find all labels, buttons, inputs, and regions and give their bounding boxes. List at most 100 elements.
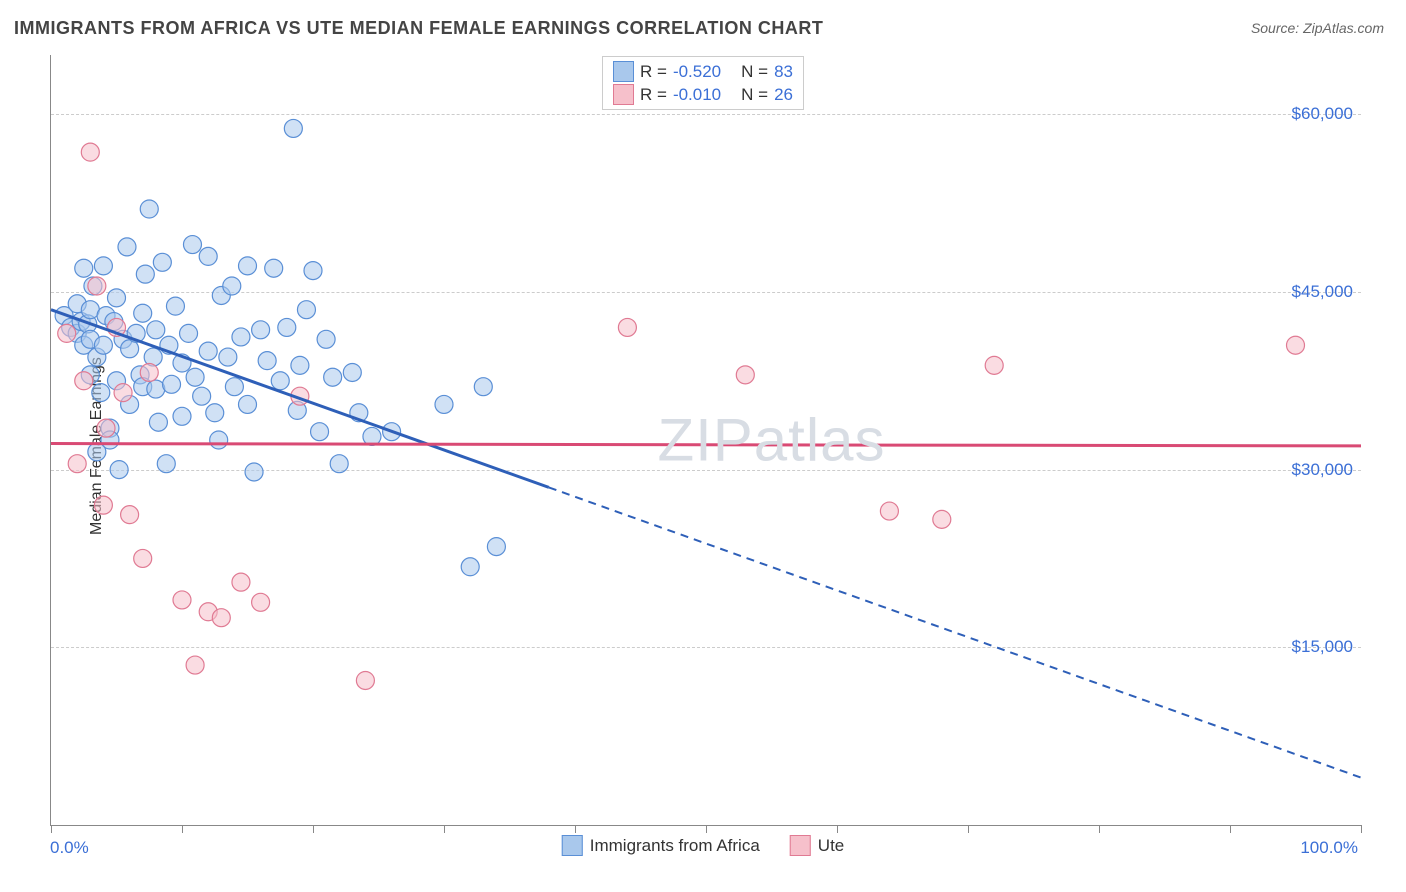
point-africa bbox=[291, 356, 309, 374]
x-tick bbox=[837, 825, 838, 833]
series-legend-item: Ute bbox=[790, 835, 844, 856]
point-africa bbox=[199, 342, 217, 360]
point-africa bbox=[239, 395, 257, 413]
point-ute bbox=[173, 591, 191, 609]
point-africa bbox=[219, 348, 237, 366]
point-ute bbox=[736, 366, 754, 384]
series-legend-item: Immigrants from Africa bbox=[562, 835, 760, 856]
point-ute bbox=[618, 318, 636, 336]
x-tick bbox=[1361, 825, 1362, 833]
n-value: 26 bbox=[774, 85, 793, 105]
correlation-legend-row: R = -0.010 N = 26 bbox=[613, 83, 793, 106]
point-africa bbox=[284, 119, 302, 137]
point-ute bbox=[232, 573, 250, 591]
point-africa bbox=[435, 395, 453, 413]
series-legend-label: Immigrants from Africa bbox=[590, 836, 760, 856]
point-africa bbox=[163, 375, 181, 393]
source-label: Source: ZipAtlas.com bbox=[1251, 20, 1384, 36]
point-ute bbox=[121, 506, 139, 524]
point-africa bbox=[232, 328, 250, 346]
point-africa bbox=[173, 407, 191, 425]
x-tick bbox=[1230, 825, 1231, 833]
point-ute bbox=[933, 510, 951, 528]
x-tick bbox=[444, 825, 445, 833]
point-africa bbox=[461, 558, 479, 576]
correlation-legend: R =-0.520N =83R =-0.010N =26 bbox=[602, 56, 804, 110]
point-africa bbox=[147, 321, 165, 339]
point-ute bbox=[134, 549, 152, 567]
point-africa bbox=[206, 404, 224, 422]
point-ute bbox=[97, 419, 115, 437]
point-ute bbox=[356, 671, 374, 689]
point-africa bbox=[134, 304, 152, 322]
point-africa bbox=[297, 301, 315, 319]
point-africa bbox=[157, 455, 175, 473]
point-africa bbox=[239, 257, 257, 275]
point-africa bbox=[271, 372, 289, 390]
series-legend-label: Ute bbox=[818, 836, 844, 856]
point-africa bbox=[140, 200, 158, 218]
point-africa bbox=[92, 384, 110, 402]
point-africa bbox=[186, 368, 204, 386]
x-tick bbox=[1099, 825, 1100, 833]
x-tick bbox=[313, 825, 314, 833]
r-value: -0.010 bbox=[673, 85, 721, 105]
point-africa bbox=[225, 378, 243, 396]
n-label: N = bbox=[741, 85, 768, 105]
x-tick bbox=[968, 825, 969, 833]
point-africa bbox=[183, 236, 201, 254]
x-tick bbox=[575, 825, 576, 833]
point-africa bbox=[75, 259, 93, 277]
point-africa bbox=[118, 238, 136, 256]
point-africa bbox=[166, 297, 184, 315]
r-label: R = bbox=[640, 62, 667, 82]
point-africa bbox=[94, 257, 112, 275]
chart-title: IMMIGRANTS FROM AFRICA VS UTE MEDIAN FEM… bbox=[14, 18, 823, 39]
x-axis-min-label: 0.0% bbox=[50, 838, 89, 858]
x-tick bbox=[706, 825, 707, 833]
trendline-africa-extrapolated bbox=[549, 487, 1361, 777]
point-africa bbox=[94, 336, 112, 354]
n-value: 83 bbox=[774, 62, 793, 82]
point-ute bbox=[252, 593, 270, 611]
point-africa bbox=[136, 265, 154, 283]
point-africa bbox=[474, 378, 492, 396]
point-africa bbox=[199, 247, 217, 265]
legend-swatch bbox=[613, 84, 634, 105]
point-africa bbox=[258, 352, 276, 370]
point-africa bbox=[210, 431, 228, 449]
point-ute bbox=[140, 363, 158, 381]
point-ute bbox=[1287, 336, 1305, 354]
correlation-legend-row: R =-0.520N =83 bbox=[613, 60, 793, 83]
point-africa bbox=[324, 368, 342, 386]
point-africa bbox=[278, 318, 296, 336]
x-tick bbox=[182, 825, 183, 833]
plot-area: $15,000$30,000$45,000$60,000 ZIPatlas bbox=[50, 55, 1361, 826]
legend-swatch bbox=[790, 835, 811, 856]
point-africa bbox=[265, 259, 283, 277]
point-africa bbox=[343, 363, 361, 381]
point-ute bbox=[985, 356, 1003, 374]
point-africa bbox=[317, 330, 335, 348]
n-label: N = bbox=[741, 62, 768, 82]
point-africa bbox=[311, 423, 329, 441]
point-africa bbox=[245, 463, 263, 481]
point-ute bbox=[186, 656, 204, 674]
point-africa bbox=[223, 277, 241, 295]
legend-swatch bbox=[562, 835, 583, 856]
r-label: R = bbox=[640, 85, 667, 105]
point-ute bbox=[75, 372, 93, 390]
point-africa bbox=[330, 455, 348, 473]
point-ute bbox=[880, 502, 898, 520]
point-africa bbox=[180, 324, 198, 342]
point-africa bbox=[153, 253, 171, 271]
point-africa bbox=[149, 413, 167, 431]
point-africa bbox=[487, 538, 505, 556]
legend-swatch bbox=[613, 61, 634, 82]
point-ute bbox=[68, 455, 86, 473]
point-africa bbox=[252, 321, 270, 339]
x-axis-max-label: 100.0% bbox=[1300, 838, 1358, 858]
point-africa bbox=[304, 262, 322, 280]
point-ute bbox=[81, 143, 99, 161]
point-africa bbox=[108, 289, 126, 307]
